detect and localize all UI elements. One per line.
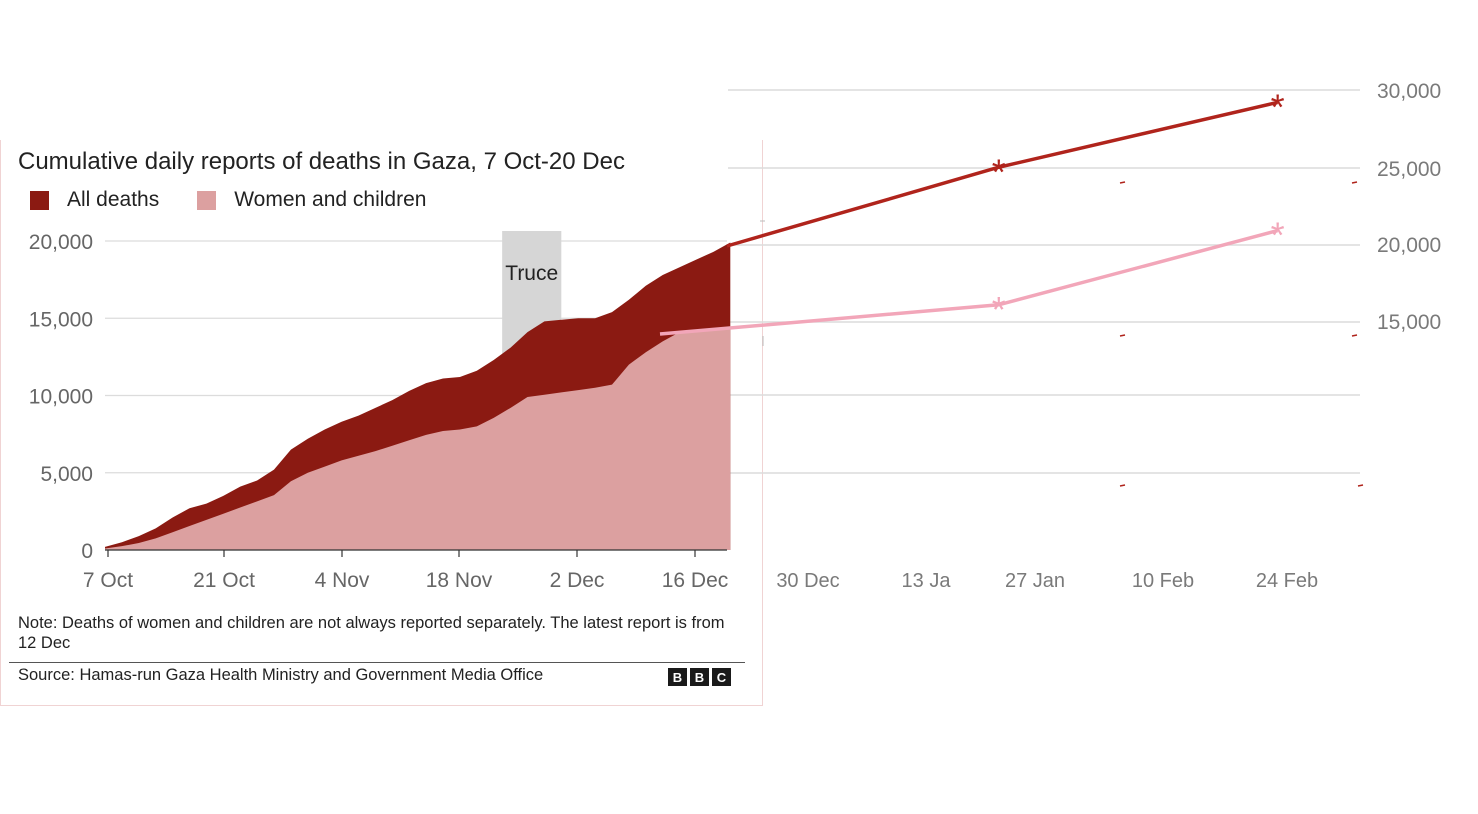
y-tick-left-1: 5,000 xyxy=(40,463,93,486)
x-tick-right-1: 13 Ja xyxy=(902,570,952,592)
edge-tick-0 xyxy=(1119,181,1126,184)
x-tick-right-3: 10 Feb xyxy=(1132,570,1194,592)
extension-line-women-children xyxy=(659,228,1279,336)
y-tick-left-0: 0 xyxy=(81,540,93,563)
star-marker-0-0: * xyxy=(992,151,1006,192)
x-tick-left-1: 21 Oct xyxy=(193,569,255,592)
x-tick-right-2: 27 Jan xyxy=(1005,570,1065,592)
x-tick-left-3: 18 Nov xyxy=(426,569,493,592)
bbc-logo-b1: B xyxy=(668,668,687,686)
bbc-logo-b2: B xyxy=(690,668,709,686)
x-tick-left-0: 7 Oct xyxy=(83,569,133,592)
bbc-logo-c: C xyxy=(712,668,731,686)
y-tick-left-4: 20,000 xyxy=(29,231,93,254)
area-women-children xyxy=(105,327,731,550)
y-tick-right-0: 30,000 xyxy=(1377,80,1441,103)
chart-source: Source: Hamas-run Gaza Health Ministry a… xyxy=(18,666,544,684)
legend-swatch-women-children xyxy=(197,190,217,210)
edge-tick-3 xyxy=(1351,334,1358,337)
y-tick-right-3: 15,000 xyxy=(1377,311,1441,334)
star-marker-1-1: * xyxy=(1271,215,1285,256)
footer-divider xyxy=(9,662,745,663)
y-tick-left-3: 15,000 xyxy=(29,308,93,331)
x-tick-left-5: 16 Dec xyxy=(662,569,729,592)
legend-label-women-children: Women and children xyxy=(234,188,427,211)
legend-swatch-all-deaths xyxy=(30,190,49,210)
x-tick-right-4: 24 Feb xyxy=(1256,570,1318,592)
x-tick-right-0: 30 Dec xyxy=(776,570,839,592)
legend: All deaths Women and children xyxy=(30,188,464,212)
x-tick-left-4: 2 Dec xyxy=(550,569,605,592)
edge-tick-4 xyxy=(1119,484,1126,487)
edge-tick-1 xyxy=(1351,181,1358,184)
y-tick-left-2: 10,000 xyxy=(29,386,93,409)
star-marker-0-1: * xyxy=(1271,86,1285,127)
star-marker-1-0: * xyxy=(992,289,1006,330)
truce-label: Truce xyxy=(505,262,558,285)
edge-tick-2 xyxy=(1119,334,1126,337)
chart-title: Cumulative daily reports of deaths in Ga… xyxy=(18,148,625,175)
extension-line-all-deaths xyxy=(726,100,1278,248)
edge-tick-5 xyxy=(1357,484,1364,487)
x-tick-left-2: 4 Nov xyxy=(315,569,370,592)
chart-note: Note: Deaths of women and children are n… xyxy=(18,614,725,652)
bbc-logo: B B C xyxy=(668,668,731,686)
y-tick-right-1: 25,000 xyxy=(1377,158,1441,181)
y-tick-right-2: 20,000 xyxy=(1377,234,1441,257)
legend-label-all-deaths: All deaths xyxy=(67,188,160,211)
